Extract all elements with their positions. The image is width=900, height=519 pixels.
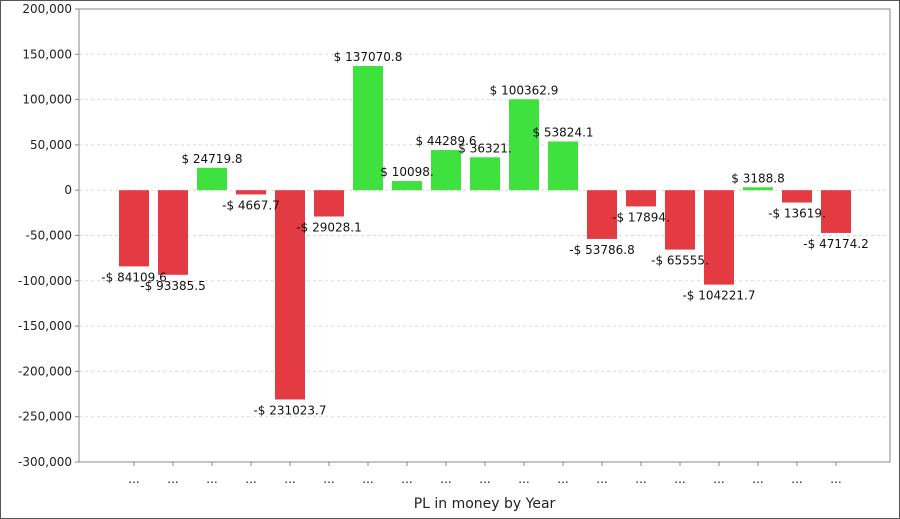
x-tick-label: ...: [830, 472, 841, 486]
data-label: -$ 29028.1: [296, 220, 361, 234]
data-label: -$ 104221.7: [682, 289, 755, 303]
bar[interactable]: [587, 190, 617, 239]
x-axis-title: PL in money by Year: [414, 496, 556, 512]
y-tick-label: -300,000: [18, 455, 72, 469]
data-label: $ 44289.6: [415, 134, 476, 148]
bar[interactable]: [275, 190, 305, 400]
bar[interactable]: [236, 190, 266, 195]
bar[interactable]: [509, 99, 539, 191]
bar[interactable]: [821, 190, 851, 233]
x-tick-label: ...: [557, 472, 568, 486]
x-tick-label: ...: [401, 472, 412, 486]
data-label: -$ 53786.8: [569, 243, 634, 257]
x-tick-label: ...: [323, 472, 334, 486]
x-tick-label: ...: [635, 472, 646, 486]
data-label: $ 3188.8: [731, 171, 784, 185]
data-label: $ 24719.8: [181, 152, 242, 166]
bar[interactable]: [548, 141, 578, 191]
data-label: -$ 17894.: [612, 210, 670, 224]
bar[interactable]: [626, 190, 656, 207]
x-tick-label: ...: [518, 472, 529, 486]
y-tick-label: -150,000: [18, 319, 72, 333]
x-tick-label: ...: [479, 472, 490, 486]
data-label: -$ 13619.: [768, 207, 826, 221]
data-label: $ 36321.: [458, 141, 511, 155]
data-label: -$ 84109.6: [101, 270, 166, 284]
bar[interactable]: [197, 167, 227, 191]
data-label: -$ 47174.2: [803, 237, 868, 251]
data-label: -$ 93385.5: [140, 279, 205, 293]
x-tick-label: ...: [596, 472, 607, 486]
bar[interactable]: [743, 187, 773, 191]
bar[interactable]: [704, 190, 734, 285]
data-label: -$ 4667.7: [222, 198, 280, 212]
data-label: $ 10098.: [380, 165, 433, 179]
x-tick-label: ...: [284, 472, 295, 486]
x-tick-label: ...: [128, 472, 139, 486]
y-tick-label: -50,000: [26, 229, 72, 243]
data-label: -$ 231023.7: [253, 404, 326, 418]
x-axis-ticks: ........................................…: [128, 462, 842, 486]
bar[interactable]: [392, 181, 422, 191]
y-tick-label: -100,000: [18, 274, 72, 288]
y-tick-label: 100,000: [22, 93, 72, 107]
y-tick-label: -200,000: [18, 364, 72, 378]
bar[interactable]: [353, 66, 383, 191]
y-tick-label: 0: [64, 183, 72, 197]
bars: [119, 66, 851, 400]
data-label: $ 100362.9: [490, 83, 559, 97]
x-tick-label: ...: [752, 472, 763, 486]
bar[interactable]: [470, 157, 500, 191]
data-label: $ 53824.1: [532, 125, 593, 139]
y-axis-ticks: -300,000 -250,000 -200,000 -150,000 -100,000…: [18, 2, 79, 469]
x-tick-label: ...: [362, 472, 373, 486]
bar[interactable]: [431, 150, 461, 191]
bar[interactable]: [665, 190, 695, 250]
x-tick-label: ...: [440, 472, 451, 486]
bar[interactable]: [314, 190, 344, 217]
plot-area-border: [78, 8, 891, 463]
bar[interactable]: [782, 190, 812, 203]
x-tick-label: ...: [713, 472, 724, 486]
data-label: $ 137070.8: [334, 50, 403, 64]
y-tick-label: -250,000: [18, 410, 72, 424]
x-tick-label: ...: [791, 472, 802, 486]
y-tick-label: 50,000: [30, 138, 72, 152]
y-tick-label: 200,000: [22, 2, 72, 16]
x-tick-label: ...: [167, 472, 178, 486]
bar[interactable]: [119, 190, 149, 267]
bar[interactable]: [158, 190, 188, 275]
x-tick-label: ...: [206, 472, 217, 486]
x-tick-label: ...: [245, 472, 256, 486]
gridlines: [79, 53, 890, 418]
y-tick-label: 150,000: [22, 47, 72, 61]
data-label: -$ 65555.: [651, 254, 709, 268]
data-labels: -$ 84109.6-$ 93385.5 $ 24719.8 -$ 4667.7 -$…: [101, 50, 868, 417]
x-tick-label: ...: [674, 472, 685, 486]
